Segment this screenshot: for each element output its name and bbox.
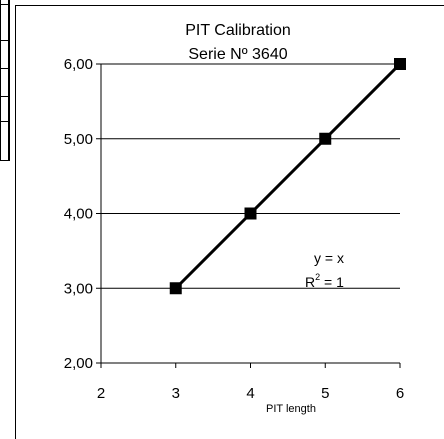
equation-annotation: y = x	[314, 250, 344, 266]
table-row-line	[1, 4, 8, 5]
chart-area	[15, 5, 444, 439]
left-table-fragment	[0, 0, 10, 161]
y-tick-label: 2,00	[64, 355, 93, 372]
x-tick-label: 6	[396, 385, 404, 402]
x-tick-label: 4	[246, 385, 254, 402]
y-tick-label: 3,00	[64, 280, 93, 297]
x-tick-label: 3	[172, 385, 180, 402]
data-point-marker	[394, 58, 406, 70]
y-tick-label: 4,00	[64, 206, 93, 223]
data-point-marker	[169, 282, 182, 295]
series-line	[174, 62, 402, 290]
x-tick-label: 2	[97, 385, 105, 402]
table-row-line	[1, 96, 8, 97]
chart-title: PIT Calibration	[185, 22, 291, 39]
y-tick-label: 6,00	[64, 56, 93, 73]
chart-subtitle: Serie Nº 3640	[188, 46, 287, 63]
table-row-line	[1, 68, 8, 69]
r-squared-value: = 1	[320, 274, 344, 290]
r-squared-exponent: 2	[315, 272, 320, 282]
x-tick-label: 5	[321, 385, 329, 402]
r-squared-annotation: R2 = 1	[305, 272, 344, 290]
data-point-marker	[244, 207, 257, 220]
table-row-line	[1, 121, 8, 122]
table-row-line	[1, 40, 8, 41]
y-tick-label: 5,00	[64, 131, 93, 148]
x-axis-label: PIT length	[266, 403, 316, 415]
r-squared-prefix: R	[305, 274, 315, 290]
data-point-marker	[319, 132, 332, 145]
